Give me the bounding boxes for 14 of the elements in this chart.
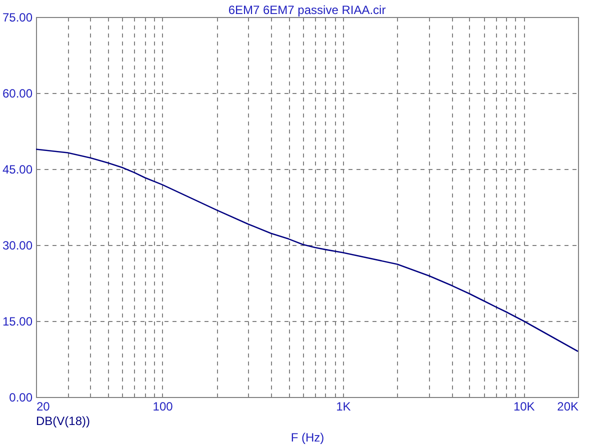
- x-tick-label: 20K: [557, 400, 578, 414]
- y-tick-label: 15.00: [2, 314, 33, 328]
- y-tick-label: 60.00: [2, 86, 33, 100]
- y-tick-label: 75.00: [2, 10, 33, 24]
- y-tick-label: 45.00: [2, 162, 33, 176]
- text: DB(V(18)): [36, 414, 90, 428]
- y-tick-label: 30.00: [2, 238, 33, 252]
- x-tick-label: 1K: [336, 400, 351, 414]
- x-axis-title: F (Hz): [290, 430, 324, 444]
- chart-title: 6EM7 6EM7 passive RIAA.cir: [228, 3, 386, 17]
- y-tick-label: 0.00: [9, 390, 33, 404]
- x-tick-label: 10K: [513, 400, 535, 414]
- x-tick-label: 100: [152, 400, 174, 414]
- x-tick-label: 20: [36, 400, 50, 414]
